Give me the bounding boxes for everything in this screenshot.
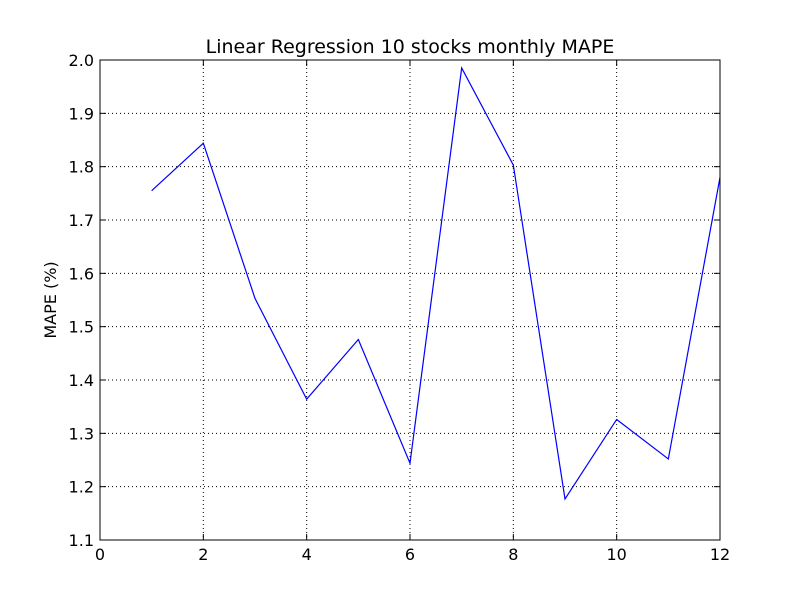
x-tick-label: 4: [302, 545, 312, 564]
grid: [100, 60, 720, 540]
y-axis-label: MAPE (%): [41, 261, 60, 338]
series-layer: [151, 66, 721, 501]
y-tick-label: 1.5: [69, 318, 94, 337]
x-tick-label: 8: [508, 545, 518, 564]
y-tick-label: 2.0: [69, 51, 94, 70]
y-tick-label: 1.6: [69, 264, 94, 283]
ticks: 0 2 4 6 8 10 12 1.1 1.2 1.3 1.4 1.5 1.6 1.7 1.8 1.9 2.0: [69, 51, 731, 564]
x-tick-label: 10: [606, 545, 626, 564]
x-tick-label: 0: [95, 545, 105, 564]
y-tick-label: 1.8: [69, 158, 94, 177]
y-tick-label: 1.4: [69, 371, 94, 390]
y-tick-label: 1.2: [69, 478, 94, 497]
x-tick-label: 12: [710, 545, 730, 564]
x-tick-label: 6: [405, 545, 415, 564]
y-tick-label: 1.7: [69, 211, 94, 230]
x-tick-label: 2: [198, 545, 208, 564]
y-tick-label: 1.9: [69, 104, 94, 123]
chart-title: Linear Regression 10 stocks monthly MAPE: [206, 36, 615, 58]
y-tick-label: 1.1: [69, 531, 94, 550]
series-line: [151, 66, 721, 501]
y-tick-label: 1.3: [69, 424, 94, 443]
